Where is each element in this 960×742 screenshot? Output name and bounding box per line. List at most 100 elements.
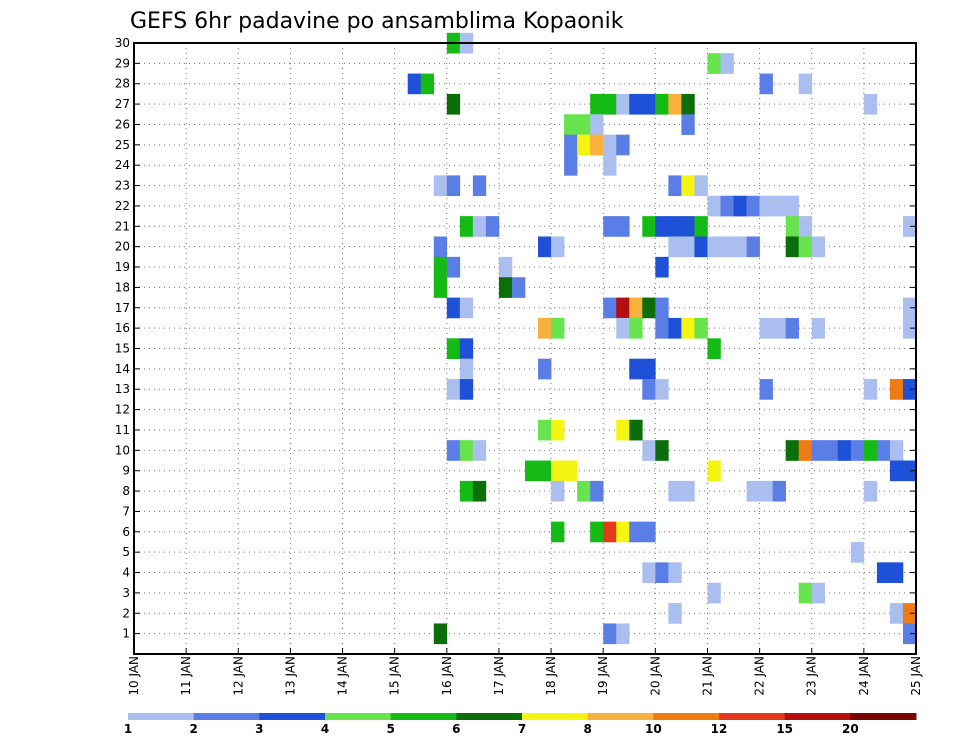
heatmap-cell	[498, 277, 513, 298]
heatmap-cell	[525, 460, 539, 482]
heatmap-cell	[746, 236, 760, 258]
x-tick-label: 21 JAN	[701, 656, 715, 696]
heatmap-cell	[798, 440, 813, 461]
y-tick-label: 13	[115, 382, 130, 396]
heatmap-cell	[642, 379, 656, 400]
x-tick-label: 13 JAN	[283, 656, 297, 696]
x-tick-label: 14 JAN	[336, 656, 350, 696]
heatmap-cell	[446, 338, 461, 359]
heatmap-cell	[902, 603, 917, 624]
heatmap-cell	[850, 440, 865, 461]
colorbar-swatch	[850, 713, 917, 720]
heatmap-cell	[798, 216, 813, 237]
heatmap-cell	[459, 297, 474, 319]
heatmap-cell	[759, 195, 773, 217]
heatmap-cell	[902, 460, 917, 482]
heatmap-cell	[759, 379, 773, 400]
heatmap-cell	[603, 216, 617, 237]
heatmap-cell	[707, 338, 721, 359]
heatmap-cell	[655, 256, 669, 278]
y-tick-label: 5	[122, 545, 130, 559]
heatmap-cell	[420, 73, 435, 95]
heatmap-cell	[642, 521, 656, 543]
heatmap-cell	[798, 236, 813, 258]
heatmap-cell	[668, 562, 682, 584]
heatmap-cell	[459, 379, 474, 400]
heatmap-cell	[876, 440, 891, 461]
heatmap-cell	[564, 114, 578, 135]
heatmap-cell	[446, 175, 461, 197]
x-tick-label: 16 JAN	[440, 656, 454, 696]
heatmap-cell	[798, 73, 813, 95]
heatmap-cell	[655, 379, 669, 400]
heatmap-cell	[616, 623, 630, 645]
x-tick-label: 23 JAN	[805, 656, 819, 696]
heatmap-cell	[850, 541, 865, 563]
y-tick-label: 29	[115, 56, 130, 70]
heatmap-cell	[564, 134, 578, 156]
heatmap-cell	[837, 440, 852, 461]
y-tick-label: 2	[122, 606, 130, 620]
heatmap-cell	[629, 521, 643, 543]
heatmap-cell	[863, 440, 878, 461]
heatmap-cell	[785, 317, 799, 339]
heatmap-cell	[707, 460, 721, 482]
heatmap-cell	[863, 480, 878, 502]
heatmap-cell	[876, 562, 891, 584]
heatmap-cell	[707, 53, 721, 74]
heatmap-cell	[772, 480, 786, 502]
heatmap-cell	[681, 175, 695, 197]
heatmap-cell	[720, 236, 734, 258]
heatmap-cell	[694, 317, 708, 339]
colorbar-label: 15	[776, 722, 793, 736]
heatmap-cell	[863, 379, 878, 400]
y-tick-label: 6	[122, 525, 130, 539]
heatmap-cell	[629, 297, 643, 319]
heatmap-cell	[603, 155, 617, 176]
heatmap-cell	[681, 236, 695, 258]
heatmap-cell	[472, 480, 487, 502]
heatmap-cell	[889, 460, 904, 482]
colorbar-swatch	[719, 713, 786, 720]
heatmap-cell	[668, 603, 682, 624]
heatmap-cell	[668, 480, 682, 502]
heatmap-cell	[433, 623, 448, 645]
colorbar-label: 2	[189, 722, 197, 736]
heatmap-cell	[577, 480, 591, 502]
y-tick-label: 23	[115, 179, 130, 193]
chart-title: GEFS 6hr padavine po ansamblima Kopaonik	[130, 9, 624, 34]
heatmap-cell	[785, 236, 799, 258]
x-tick-label: 24 JAN	[857, 656, 871, 696]
heatmap-cell	[772, 317, 786, 339]
x-tick-label: 25 JAN	[909, 656, 923, 696]
heatmap-cell	[889, 562, 904, 584]
heatmap-cell	[446, 379, 461, 400]
heatmap-cell	[655, 562, 669, 584]
heatmap-cell	[642, 358, 656, 380]
heatmap-cell	[798, 582, 813, 604]
colorbar-label: 10	[645, 722, 662, 736]
heatmap-cell	[629, 358, 643, 380]
heatmap-cell	[603, 93, 617, 115]
heatmap-cell	[655, 297, 669, 319]
y-tick-label: 14	[115, 362, 130, 376]
heatmap-cell	[603, 297, 617, 319]
x-tick-label: 20 JAN	[648, 656, 662, 696]
colorbar-label: 12	[711, 722, 728, 736]
heatmap-cell	[551, 236, 565, 258]
heatmap-cell	[603, 623, 617, 645]
y-tick-label: 15	[115, 342, 130, 356]
heatmap-cell	[811, 317, 826, 339]
heatmap-cell	[655, 317, 669, 339]
x-tick-label: 22 JAN	[753, 656, 767, 696]
colorbar-swatch	[587, 713, 654, 720]
y-tick-label: 18	[115, 280, 130, 294]
heatmap-cell	[433, 277, 448, 298]
heatmap-cell	[746, 195, 760, 217]
heatmap-cell	[616, 317, 630, 339]
heatmap-cell	[668, 317, 682, 339]
heatmap-cell	[785, 216, 799, 237]
heatmap-cell	[889, 379, 904, 400]
y-tick-label: 11	[115, 423, 130, 437]
